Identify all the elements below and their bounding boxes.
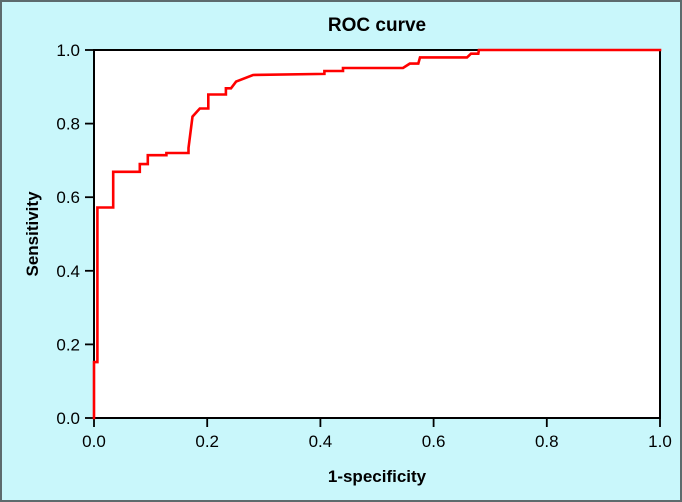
x-tick-label: 0.6: [422, 432, 446, 451]
x-tick-label: 1.0: [648, 432, 672, 451]
y-tick-label: 0.2: [56, 335, 80, 354]
roc-curve-line: [92, 48, 662, 420]
x-tick-label: 0.2: [195, 432, 219, 451]
x-tick-label: 0.4: [309, 432, 333, 451]
x-axis-label: 1-specificity: [328, 467, 427, 486]
x-axis-ticks: 0.0 0.2 0.4 0.6 0.8 1.0: [82, 418, 672, 451]
plot-frame: [93, 49, 661, 419]
y-tick-label: 0.8: [56, 115, 80, 134]
x-tick-label: 0.8: [535, 432, 559, 451]
y-tick-label: 0.6: [56, 188, 80, 207]
y-axis-label: Sensitivity: [23, 191, 42, 277]
y-axis-ticks: 0.0 0.2 0.4 0.6 0.8 1.0: [56, 41, 94, 428]
x-tick-label: 0.0: [82, 432, 106, 451]
plot-area: [94, 50, 660, 418]
y-tick-label: 0.4: [56, 262, 80, 281]
y-tick-label: 1.0: [56, 41, 80, 60]
chart-title: ROC curve: [328, 15, 426, 36]
y-tick-label: 0.0: [56, 409, 80, 428]
